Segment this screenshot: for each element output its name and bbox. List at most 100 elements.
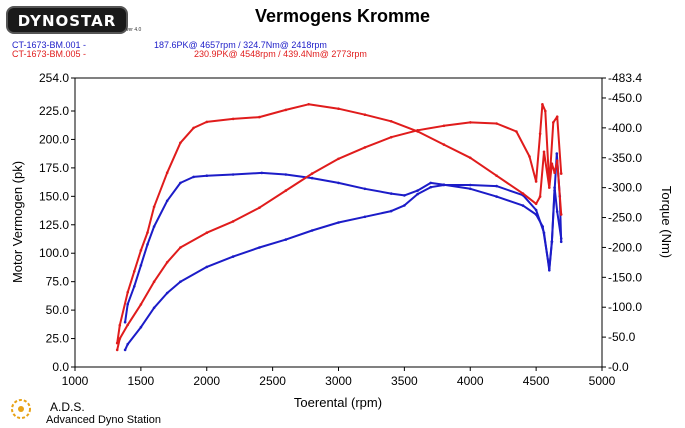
dynostar-logo: DYNOSTAR bbox=[6, 6, 128, 34]
data-point bbox=[534, 208, 538, 212]
data-point bbox=[179, 280, 182, 284]
data-point bbox=[139, 325, 143, 329]
y-tick-label: 200.0 bbox=[39, 132, 69, 146]
data-point bbox=[123, 320, 127, 324]
data-point bbox=[538, 195, 542, 198]
data-point bbox=[337, 157, 340, 161]
x-axis-label: Toerental (rpm) bbox=[294, 395, 382, 410]
data-point bbox=[115, 348, 119, 352]
data-point bbox=[559, 237, 563, 240]
data-point bbox=[555, 210, 559, 213]
data-point bbox=[118, 323, 122, 327]
data-point bbox=[363, 113, 367, 116]
data-point bbox=[192, 175, 195, 179]
data-point bbox=[258, 246, 261, 249]
series-lines bbox=[115, 103, 563, 352]
data-point bbox=[179, 246, 182, 249]
data-point bbox=[192, 126, 195, 130]
y-tick-label: 175.0 bbox=[39, 161, 69, 175]
x-tick-label: 1000 bbox=[62, 374, 89, 388]
data-point bbox=[133, 270, 136, 273]
x-axis-ticks: 1000 1500 2000 2500 3000 3500 4000 4500 5000 bbox=[62, 367, 616, 388]
data-point bbox=[403, 194, 406, 197]
data-point bbox=[231, 173, 235, 176]
y-tick-label: 25.0 bbox=[46, 332, 70, 346]
data-point bbox=[179, 141, 182, 145]
x-tick-label: 4500 bbox=[523, 374, 550, 388]
data-point bbox=[363, 187, 367, 191]
data-point bbox=[126, 342, 129, 346]
y-tick-label: 254.0 bbox=[39, 71, 69, 85]
data-point bbox=[152, 280, 156, 284]
x-tick-label: 3000 bbox=[325, 374, 352, 388]
data-point bbox=[260, 171, 264, 175]
data-point bbox=[495, 122, 498, 125]
data-point bbox=[337, 221, 340, 224]
y2-tick-label: -50.0 bbox=[608, 330, 636, 344]
data-point bbox=[205, 120, 209, 124]
run-2-stats: 230.9PK@ 4548rpm / 439.4Nm@ 2773rpm bbox=[194, 49, 367, 59]
data-point bbox=[205, 174, 209, 177]
data-point bbox=[146, 243, 149, 246]
y-tick-label: 100.0 bbox=[39, 246, 69, 260]
data-point bbox=[126, 323, 129, 327]
data-point bbox=[553, 186, 556, 189]
data-point bbox=[118, 337, 122, 340]
data-point bbox=[126, 302, 129, 306]
data-point bbox=[284, 189, 288, 192]
data-point bbox=[310, 172, 314, 175]
data-point bbox=[258, 115, 261, 119]
data-point bbox=[559, 172, 563, 175]
data-point bbox=[555, 159, 559, 162]
data-point bbox=[139, 303, 143, 306]
data-point bbox=[544, 109, 547, 113]
data-point bbox=[442, 124, 446, 128]
data-point bbox=[534, 180, 538, 183]
x-tick-label: 4000 bbox=[457, 374, 484, 388]
data-point bbox=[559, 240, 563, 244]
data-point bbox=[310, 229, 314, 232]
data-point bbox=[534, 202, 538, 206]
data-point bbox=[337, 107, 340, 110]
data-point bbox=[542, 150, 546, 154]
x-tick-label: 1500 bbox=[128, 374, 155, 388]
y2-tick-label: -483.4 bbox=[608, 71, 642, 85]
data-point bbox=[363, 215, 367, 219]
data-point bbox=[165, 199, 169, 203]
y-axis-label: Motor Vermogen (pk) bbox=[10, 161, 25, 283]
logo-subtext: ver 4.0 bbox=[126, 27, 142, 33]
data-point bbox=[165, 171, 169, 174]
data-point bbox=[515, 130, 518, 133]
y-axis-ticks: 0.0 25.0 50.0 75.0 100.0 125.0 150.0 175.0 200.0… bbox=[39, 71, 75, 374]
data-point bbox=[538, 132, 542, 136]
data-point bbox=[389, 192, 393, 195]
data-point bbox=[548, 267, 551, 270]
data-point bbox=[231, 220, 235, 223]
data-point bbox=[541, 103, 544, 106]
data-point bbox=[205, 231, 209, 234]
data-point bbox=[469, 121, 472, 124]
run-1-name: CT-1673-BM.001 - bbox=[12, 40, 87, 50]
data-point bbox=[337, 181, 340, 185]
data-point bbox=[495, 195, 498, 198]
y2-tick-label: -400.0 bbox=[608, 121, 642, 135]
data-point bbox=[469, 183, 472, 187]
data-point bbox=[553, 171, 556, 174]
data-point bbox=[139, 264, 143, 267]
data-point bbox=[205, 265, 209, 269]
data-point bbox=[133, 285, 136, 288]
data-point bbox=[307, 103, 310, 106]
data-point bbox=[555, 152, 559, 155]
chart-title: Vermogens Kromme bbox=[254, 6, 431, 26]
y2-tick-label: -100.0 bbox=[608, 300, 642, 314]
data-point bbox=[389, 135, 393, 139]
footer-subtitle: Advanced Dyno Station bbox=[46, 414, 161, 426]
data-point bbox=[389, 120, 393, 123]
data-point bbox=[416, 130, 419, 133]
y-tick-label: 50.0 bbox=[46, 303, 70, 317]
y-tick-label: 125.0 bbox=[39, 218, 69, 232]
data-point bbox=[152, 306, 156, 310]
y2-tick-label: -250.0 bbox=[608, 211, 642, 225]
x-tick-label: 2500 bbox=[259, 374, 286, 388]
